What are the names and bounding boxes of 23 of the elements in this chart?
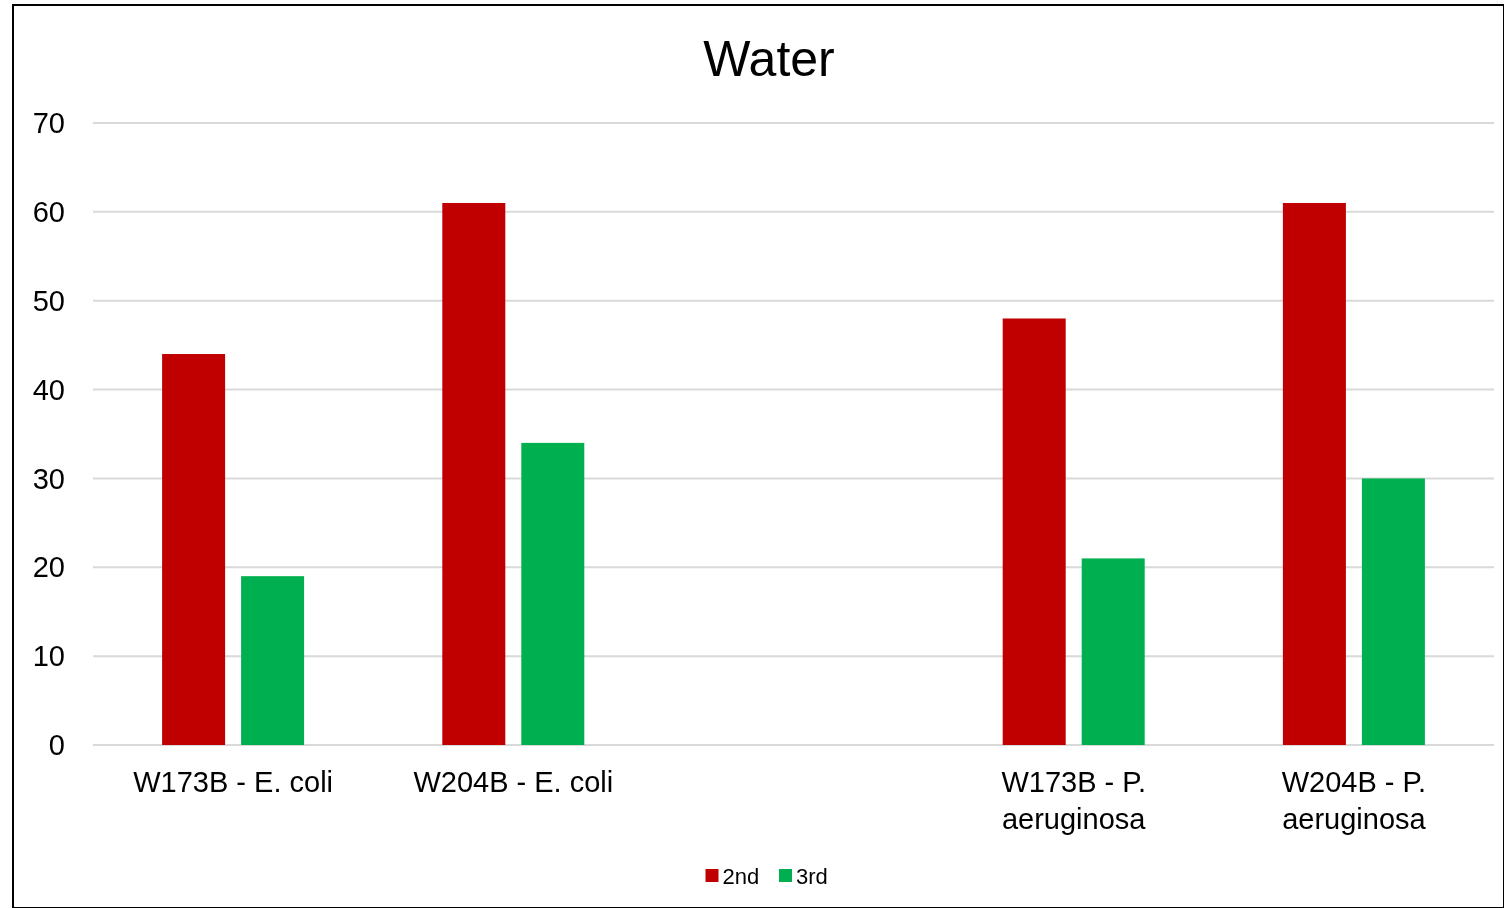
x-tick-label: W173B - P. aeruginosa	[1001, 766, 1147, 835]
x-tick-label: W204B - P. aeruginosa	[1281, 766, 1427, 835]
y-tick-label: 40	[32, 373, 65, 406]
legend-label: 2nd	[722, 863, 760, 889]
bar	[442, 202, 506, 745]
y-tick-label: 20	[32, 551, 65, 584]
bar	[241, 576, 305, 745]
bar	[521, 442, 585, 745]
bar	[1081, 558, 1145, 745]
bar	[1002, 318, 1066, 745]
y-tick-label: 50	[32, 284, 65, 317]
y-tick-label: 70	[32, 107, 65, 140]
bar	[162, 354, 226, 745]
x-tick-label: W204B - E. coli	[413, 766, 614, 798]
legend-label: 3rd	[796, 863, 828, 889]
y-tick-label: 30	[32, 462, 65, 495]
x-tick-label: W173B - E. coli	[133, 766, 334, 798]
y-tick-label: 10	[32, 640, 65, 673]
chart-title: Water	[703, 31, 835, 87]
y-tick-label: 60	[32, 196, 65, 229]
bar	[1361, 478, 1425, 745]
bar	[1282, 202, 1346, 745]
y-tick-label: 0	[48, 729, 65, 762]
